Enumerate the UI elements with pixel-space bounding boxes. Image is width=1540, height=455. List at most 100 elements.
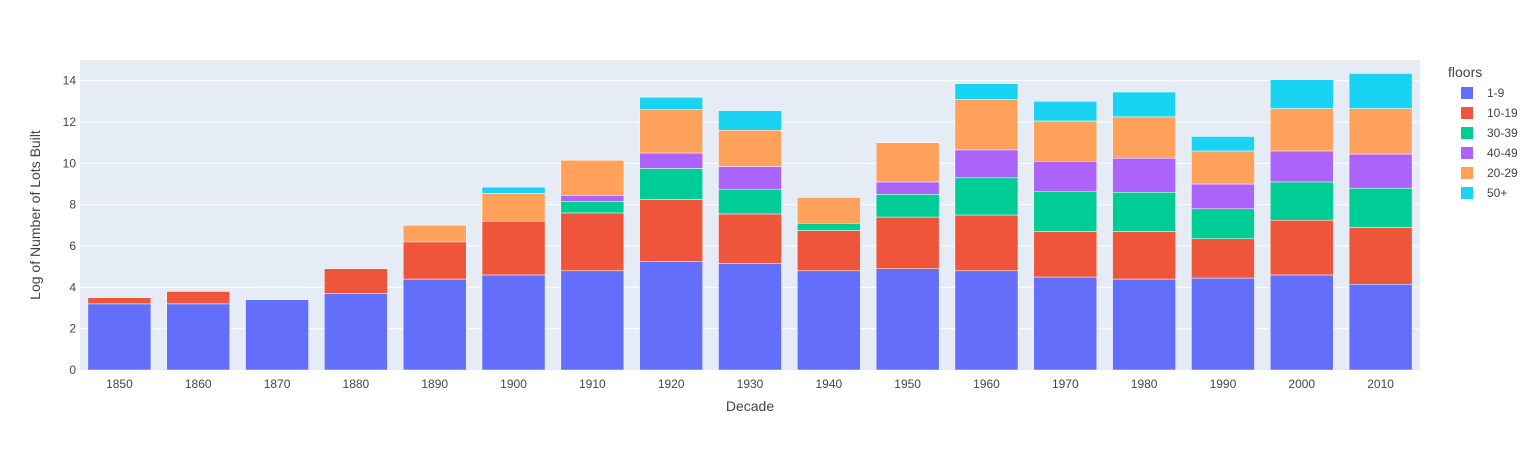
y-tick-label: 2 bbox=[69, 322, 76, 336]
bar-1910-40-49[interactable] bbox=[560, 195, 625, 202]
bar-1990-50+[interactable] bbox=[1191, 136, 1255, 152]
bar-1980-20-29[interactable] bbox=[1112, 116, 1176, 159]
y-tick-label: 10 bbox=[63, 156, 77, 170]
bar-2000-1-9[interactable] bbox=[1269, 274, 1334, 371]
legend-label[interactable]: 40-49 bbox=[1487, 146, 1518, 160]
y-tick-label: 6 bbox=[69, 239, 76, 253]
legend-swatch-20-29[interactable] bbox=[1461, 167, 1473, 179]
bar-1970-1-9[interactable] bbox=[1033, 276, 1098, 371]
bar-1950-1-9[interactable] bbox=[875, 268, 940, 371]
bar-1980-30-39[interactable] bbox=[1112, 192, 1176, 232]
bar-1860-10-19[interactable] bbox=[166, 291, 231, 305]
bar-1950-40-49[interactable] bbox=[875, 181, 940, 195]
bar-1990-40-49[interactable] bbox=[1191, 183, 1255, 210]
bar-1980-1-9[interactable] bbox=[1112, 278, 1176, 371]
bar-1970-30-39[interactable] bbox=[1033, 190, 1098, 232]
bar-1910-10-19[interactable] bbox=[560, 212, 625, 272]
bar-1990-30-39[interactable] bbox=[1191, 208, 1255, 240]
bar-1940-30-39[interactable] bbox=[797, 223, 861, 231]
bar-1850-1-9[interactable] bbox=[87, 303, 152, 371]
bar-1950-10-19[interactable] bbox=[875, 216, 940, 269]
bar-1950-30-39[interactable] bbox=[875, 194, 940, 218]
bar-1890-20-29[interactable] bbox=[402, 225, 467, 243]
bar-1880-1-9[interactable] bbox=[324, 293, 388, 371]
bar-1920-20-29[interactable] bbox=[639, 109, 703, 154]
x-tick-label: 1900 bbox=[500, 377, 527, 391]
bar-1980-10-19[interactable] bbox=[1112, 231, 1176, 280]
bar-1920-1-9[interactable] bbox=[639, 261, 703, 371]
bar-2010-30-39[interactable] bbox=[1348, 187, 1413, 228]
bar-1940-1-9[interactable] bbox=[797, 270, 861, 371]
bar-1930-20-29[interactable] bbox=[718, 130, 782, 167]
legend-swatch-1-9[interactable] bbox=[1461, 87, 1473, 99]
bar-1910-1-9[interactable] bbox=[560, 270, 625, 371]
legend-title: floors bbox=[1448, 64, 1482, 80]
legend-label[interactable]: 20-29 bbox=[1487, 166, 1518, 180]
bar-1960-10-19[interactable] bbox=[954, 214, 1019, 272]
bar-1970-50+[interactable] bbox=[1033, 101, 1098, 122]
bar-1930-1-9[interactable] bbox=[718, 263, 782, 371]
bar-2000-30-39[interactable] bbox=[1269, 181, 1334, 221]
legend-swatch-40-49[interactable] bbox=[1461, 147, 1473, 159]
bar-1910-30-39[interactable] bbox=[560, 201, 625, 214]
bar-1930-10-19[interactable] bbox=[718, 213, 782, 264]
bar-1890-1-9[interactable] bbox=[402, 278, 467, 371]
bar-1980-40-49[interactable] bbox=[1112, 157, 1176, 193]
bar-1970-10-19[interactable] bbox=[1033, 231, 1098, 278]
x-tick-label: 1990 bbox=[1210, 377, 1237, 391]
x-tick-label: 1970 bbox=[1052, 377, 1079, 391]
bar-1860-1-9[interactable] bbox=[166, 303, 231, 371]
x-tick-label: 1890 bbox=[421, 377, 448, 391]
bar-1980-50+[interactable] bbox=[1112, 91, 1176, 118]
legend-swatch-10-19[interactable] bbox=[1461, 107, 1473, 119]
legend-label[interactable]: 50+ bbox=[1487, 186, 1507, 200]
bar-1990-10-19[interactable] bbox=[1191, 238, 1255, 279]
bar-1960-20-29[interactable] bbox=[954, 99, 1019, 151]
bar-1990-20-29[interactable] bbox=[1191, 150, 1255, 185]
legend-swatch-50+[interactable] bbox=[1461, 187, 1473, 199]
x-axis-title: Decade bbox=[726, 398, 774, 414]
bar-2000-10-19[interactable] bbox=[1269, 219, 1334, 276]
legend-label[interactable]: 1-9 bbox=[1487, 86, 1505, 100]
bar-1970-40-49[interactable] bbox=[1033, 161, 1098, 192]
bar-1960-50+[interactable] bbox=[954, 83, 1019, 100]
bar-1930-30-39[interactable] bbox=[718, 188, 782, 215]
bar-1890-10-19[interactable] bbox=[402, 241, 467, 280]
bar-1920-50+[interactable] bbox=[639, 96, 703, 110]
bar-1960-1-9[interactable] bbox=[954, 270, 1019, 371]
bar-1850-10-19[interactable] bbox=[87, 297, 152, 305]
bar-1900-20-29[interactable] bbox=[481, 193, 546, 222]
bar-1940-10-19[interactable] bbox=[797, 230, 861, 272]
bar-2010-1-9[interactable] bbox=[1348, 283, 1413, 371]
y-tick-label: 4 bbox=[69, 280, 76, 294]
bar-2010-40-49[interactable] bbox=[1348, 153, 1413, 189]
bar-2010-10-19[interactable] bbox=[1348, 227, 1413, 285]
legend-label[interactable]: 10-19 bbox=[1487, 106, 1518, 120]
bar-1880-10-19[interactable] bbox=[324, 268, 388, 294]
bar-1930-40-49[interactable] bbox=[718, 166, 782, 190]
legend-label[interactable]: 30-39 bbox=[1487, 126, 1518, 140]
x-tick-label: 1960 bbox=[973, 377, 1000, 391]
bar-1910-20-29[interactable] bbox=[560, 159, 625, 196]
legend-swatch-30-39[interactable] bbox=[1461, 127, 1473, 139]
bar-2010-20-29[interactable] bbox=[1348, 108, 1413, 155]
bar-1960-40-49[interactable] bbox=[954, 149, 1019, 179]
bar-1960-30-39[interactable] bbox=[954, 177, 1019, 216]
bar-2000-40-49[interactable] bbox=[1269, 150, 1334, 183]
bar-1950-20-29[interactable] bbox=[875, 142, 940, 183]
bar-1920-30-39[interactable] bbox=[639, 168, 703, 200]
bar-1870-1-9[interactable] bbox=[245, 299, 309, 371]
bar-1920-40-49[interactable] bbox=[639, 152, 703, 169]
bar-2000-50+[interactable] bbox=[1269, 79, 1334, 109]
y-tick-label: 12 bbox=[63, 115, 77, 129]
bar-2000-20-29[interactable] bbox=[1269, 108, 1334, 152]
bar-1920-10-19[interactable] bbox=[639, 199, 703, 262]
bar-1900-50+[interactable] bbox=[481, 186, 546, 194]
bar-2010-50+[interactable] bbox=[1348, 73, 1413, 109]
bar-1900-10-19[interactable] bbox=[481, 220, 546, 276]
bar-1990-1-9[interactable] bbox=[1191, 277, 1255, 371]
bar-1940-20-29[interactable] bbox=[797, 197, 861, 224]
bar-1900-1-9[interactable] bbox=[481, 274, 546, 371]
bar-1930-50+[interactable] bbox=[718, 110, 782, 131]
bar-1970-20-29[interactable] bbox=[1033, 120, 1098, 162]
